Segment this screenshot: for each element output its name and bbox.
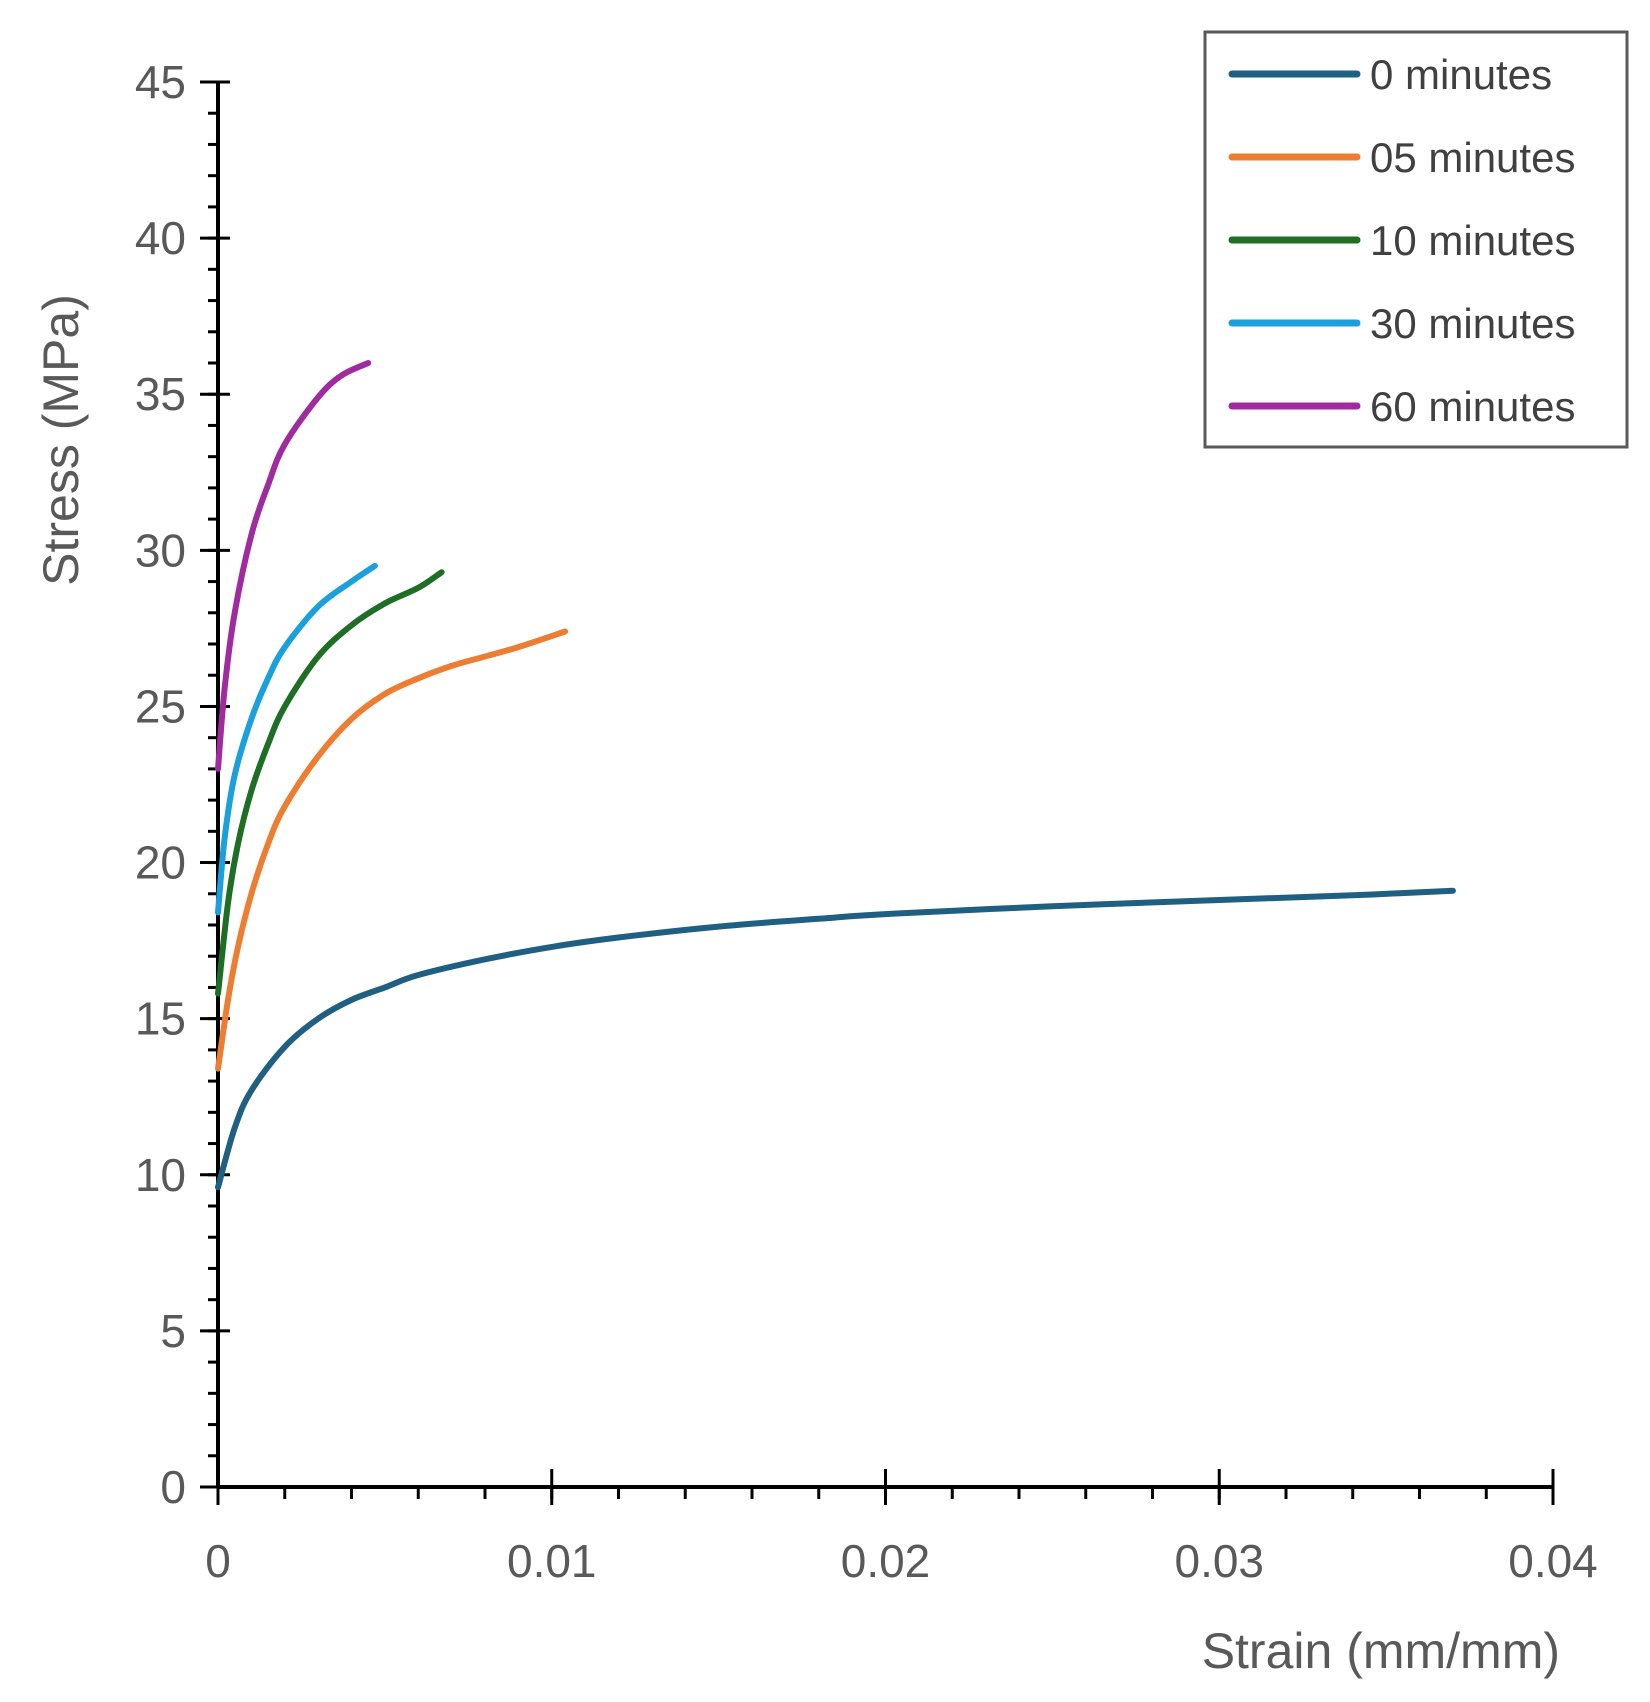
series-group — [215, 360, 1456, 1191]
series-line-05-minutes — [215, 628, 569, 1072]
y-tick-label: 15 — [135, 993, 186, 1045]
legend: 0 minutes 05 minutes 10 minutes 30 minutes 6… — [1203, 30, 1629, 449]
legend-label-30-minutes: 30 minutes — [1370, 300, 1575, 347]
legend-label-10-minutes: 10 minutes — [1370, 217, 1575, 264]
y-axis-title: Stress (MPa) — [33, 294, 89, 586]
y-tick-label: 0 — [160, 1461, 186, 1513]
x-tick-label: 0 — [205, 1535, 231, 1587]
x-tick-label: 0.01 — [507, 1535, 597, 1587]
legend-label-05-minutes: 05 minutes — [1370, 134, 1575, 181]
series-line-60-minutes — [215, 360, 372, 772]
x-tick-label: 0.02 — [841, 1535, 931, 1587]
y-tick-label: 45 — [135, 56, 186, 108]
y-tick-label: 35 — [135, 368, 186, 420]
y-tick-label: 30 — [135, 524, 186, 576]
y-tick-label: 5 — [160, 1305, 186, 1357]
axes: 0 5 10 15 20 25 30 35 40 45 0 0.01 0.02 0.03 0.04 — [135, 56, 1598, 1587]
legend-label-60-minutes: 60 minutes — [1370, 383, 1575, 430]
y-tick-label: 40 — [135, 212, 186, 264]
series-line-0-minutes — [215, 887, 1456, 1191]
y-tick-label: 25 — [135, 680, 186, 732]
series-line-10-minutes — [215, 569, 445, 997]
series-line-30-minutes — [215, 562, 378, 916]
y-tick-label: 20 — [135, 837, 186, 889]
x-tick-label: 0.04 — [1508, 1535, 1598, 1587]
x-tick-label: 0.03 — [1174, 1535, 1264, 1587]
legend-label-0-minutes: 0 minutes — [1370, 51, 1552, 98]
y-tick-label: 10 — [135, 1149, 186, 1201]
x-axis-title: Strain (mm/mm) — [1202, 1623, 1560, 1679]
